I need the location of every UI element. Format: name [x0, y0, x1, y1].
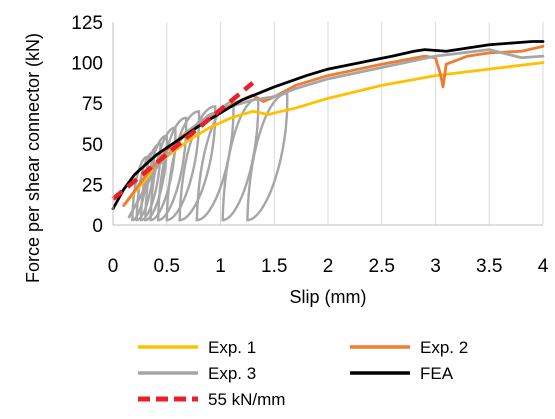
series-line-0 — [122, 61, 545, 207]
x-tick-label: 3 — [430, 256, 441, 277]
legend: Exp. 1 Exp. 2 Exp. 3 FEA 55 kN/mm — [138, 338, 468, 409]
x-tick-label: 1 — [215, 256, 226, 277]
axes-layer — [112, 22, 543, 226]
x-axis-title: Slip (mm) — [290, 287, 367, 307]
hysteresis-loop — [246, 92, 289, 222]
x-tick-label: 3.5 — [476, 256, 502, 277]
y-tick-label: 50 — [82, 135, 103, 156]
legend-label: Exp. 3 — [208, 364, 256, 383]
legend-label: Exp. 2 — [420, 338, 468, 357]
tick-labels: 0 0.5 1 1.5 2 2.5 3 3.5 4 0 25 50 75 100 125 — [71, 13, 548, 277]
hysteresis-loop — [178, 105, 217, 222]
y-tick-label: 125 — [71, 13, 103, 34]
y-tick-label: 0 — [92, 216, 103, 237]
x-tick-label: 4 — [538, 256, 549, 277]
y-tick-label: 100 — [71, 54, 103, 75]
legend-label: Exp. 1 — [208, 338, 256, 357]
x-tick-label: 0.5 — [154, 256, 180, 277]
y-axis-title: Force per shear connector (kN) — [23, 33, 43, 283]
x-tick-label: 2.5 — [369, 256, 395, 277]
hysteresis-loop — [139, 142, 162, 222]
series-line-4 — [111, 81, 255, 201]
x-tick-label: 0 — [108, 256, 119, 277]
y-tick-label: 75 — [82, 94, 103, 115]
y-tick-label: 25 — [82, 175, 103, 196]
series-line-2 — [127, 48, 545, 219]
legend-label: 55 kN/mm — [208, 390, 285, 409]
series-layer — [111, 40, 545, 219]
hysteresis-loop — [156, 116, 188, 222]
x-tick-label: 1.5 — [261, 256, 287, 277]
x-tick-label: 2 — [323, 256, 334, 277]
series-line-3 — [111, 40, 545, 211]
legend-label: FEA — [420, 364, 454, 383]
